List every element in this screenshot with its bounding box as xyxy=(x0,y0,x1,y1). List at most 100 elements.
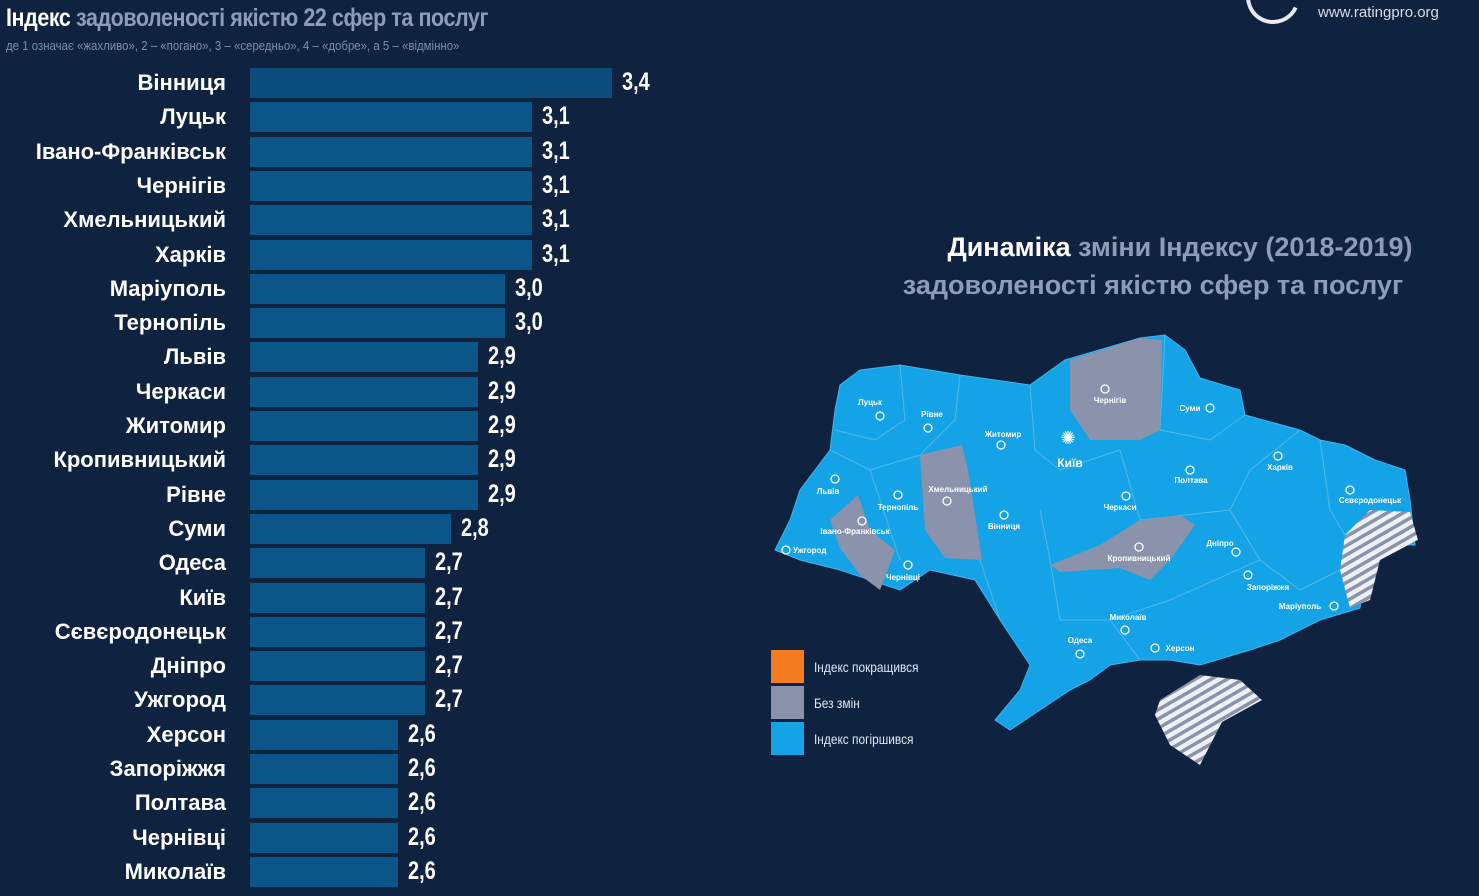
category-label: Маріуполь xyxy=(109,275,226,301)
chart-title: Індекс задоволеності якістю 22 сфер та п… xyxy=(6,4,488,33)
category-label: Вінниця xyxy=(137,70,226,95)
city-label: Одеса xyxy=(1068,636,1093,645)
kyiv-emblem-icon: ✺ xyxy=(1060,428,1075,448)
category-label: Тернопіль xyxy=(114,310,226,336)
city-label: Полтава xyxy=(1174,476,1208,485)
value-label: 2,9 xyxy=(488,342,516,371)
city-label: Вінниця xyxy=(988,522,1021,531)
city-label: Запоріжжя xyxy=(1247,583,1290,592)
category-label: Житомир xyxy=(125,413,226,438)
region-crimea-hatched xyxy=(1155,675,1262,765)
map-title-line1: Динаміка зміни Індексу (2018-2019) xyxy=(630,232,1479,263)
category-label: Одеса xyxy=(158,550,226,576)
legend-swatch-no-change xyxy=(771,686,804,719)
value-label: 3,1 xyxy=(541,170,570,199)
bar xyxy=(250,308,505,339)
bar xyxy=(250,445,479,476)
value-label: 2,7 xyxy=(434,651,463,680)
city-marker xyxy=(1273,451,1283,461)
category-label: Київ xyxy=(179,584,226,610)
region-borders xyxy=(829,334,1346,661)
city-label: Херсон xyxy=(1166,644,1195,653)
city-label: Чернігів xyxy=(1094,396,1127,405)
value-label: 2,9 xyxy=(488,411,516,439)
bar xyxy=(250,788,398,819)
city-label: Дніпро xyxy=(1206,539,1233,548)
city-label: Рівне xyxy=(921,410,943,419)
value-label: 2,9 xyxy=(488,445,516,474)
city-label: Маріуполь xyxy=(1279,602,1321,611)
bar xyxy=(250,342,479,373)
bar xyxy=(250,719,398,750)
legend-swatch-improved xyxy=(771,650,804,683)
city-marker xyxy=(942,496,952,506)
city-marker xyxy=(1345,485,1355,495)
city-label: Кропивницький xyxy=(1108,554,1171,563)
city-marker xyxy=(875,411,885,421)
region-ivano-frankivsk-no-change xyxy=(830,495,895,590)
city-label: Сєвєродонецьк xyxy=(1339,496,1402,505)
value-label: 2,6 xyxy=(407,754,436,782)
category-label: Рівне xyxy=(166,481,226,507)
category-label: Дніпро xyxy=(150,653,226,679)
category-label: Івано-Франківськ xyxy=(35,138,226,164)
bar xyxy=(250,479,479,510)
map-title-line2: задоволеності якістю сфер та послуг xyxy=(902,270,1404,300)
category-label: Суми xyxy=(168,515,226,541)
category-label: Кропивницький xyxy=(53,447,226,473)
value-label: 2,6 xyxy=(407,719,436,748)
city-marker xyxy=(1185,465,1195,475)
city-marker xyxy=(1231,547,1241,557)
category-label: Ужгород xyxy=(134,687,226,713)
bar xyxy=(250,273,505,304)
category-label: Миколаїв xyxy=(124,858,226,884)
map-title-bold: Динаміка xyxy=(947,232,1071,262)
bar xyxy=(250,856,398,887)
city-label: Чернівці xyxy=(886,573,920,582)
category-label: Херсон xyxy=(146,721,226,747)
bar xyxy=(250,616,425,647)
bar xyxy=(250,68,612,98)
city-marker xyxy=(1134,542,1144,552)
category-label: Черкаси xyxy=(135,378,226,404)
value-label: 2,6 xyxy=(407,788,436,817)
city-marker xyxy=(1329,601,1339,611)
city-marker xyxy=(1150,643,1160,653)
website-link[interactable]: www.ratingpro.org xyxy=(1318,4,1439,21)
value-label: 3,0 xyxy=(514,273,543,302)
value-label: 2,9 xyxy=(488,376,516,405)
value-label: 3,4 xyxy=(621,68,650,96)
city-label: Луцьк xyxy=(858,398,883,407)
city-marker xyxy=(1205,403,1215,413)
city-marker xyxy=(1100,384,1110,394)
city-label: Миколаїв xyxy=(1110,613,1147,622)
city-label: Хмельницький xyxy=(928,485,987,494)
bar xyxy=(250,754,398,784)
value-label: 3,1 xyxy=(541,205,570,234)
value-label: 2,7 xyxy=(434,616,463,645)
city-marker xyxy=(830,474,840,484)
bar xyxy=(250,685,425,716)
city-label: Житомир xyxy=(984,430,1022,439)
category-label: Сєвєродонецьк xyxy=(54,618,226,644)
bar xyxy=(250,376,479,407)
value-label: 3,0 xyxy=(514,308,543,337)
value-label: 3,1 xyxy=(541,239,570,268)
city-label: Ужгород xyxy=(793,546,826,555)
legend-worsened: Індекс погіршився xyxy=(771,722,931,755)
city-marker xyxy=(923,423,933,433)
bar xyxy=(250,582,425,613)
city-marker xyxy=(781,545,791,555)
city-label: Київ xyxy=(1057,456,1082,470)
region-chernihiv-no-change xyxy=(1070,338,1162,440)
category-label: Полтава xyxy=(134,790,226,816)
category-label: Чернівці xyxy=(132,824,226,850)
legend-swatch-worsened xyxy=(771,722,804,755)
city-marker xyxy=(857,516,867,526)
legend-improved: Індекс покращився xyxy=(771,650,937,683)
bar xyxy=(250,205,532,236)
title-bold: Індекс xyxy=(6,4,71,32)
bar xyxy=(250,136,532,167)
bar xyxy=(250,513,452,544)
